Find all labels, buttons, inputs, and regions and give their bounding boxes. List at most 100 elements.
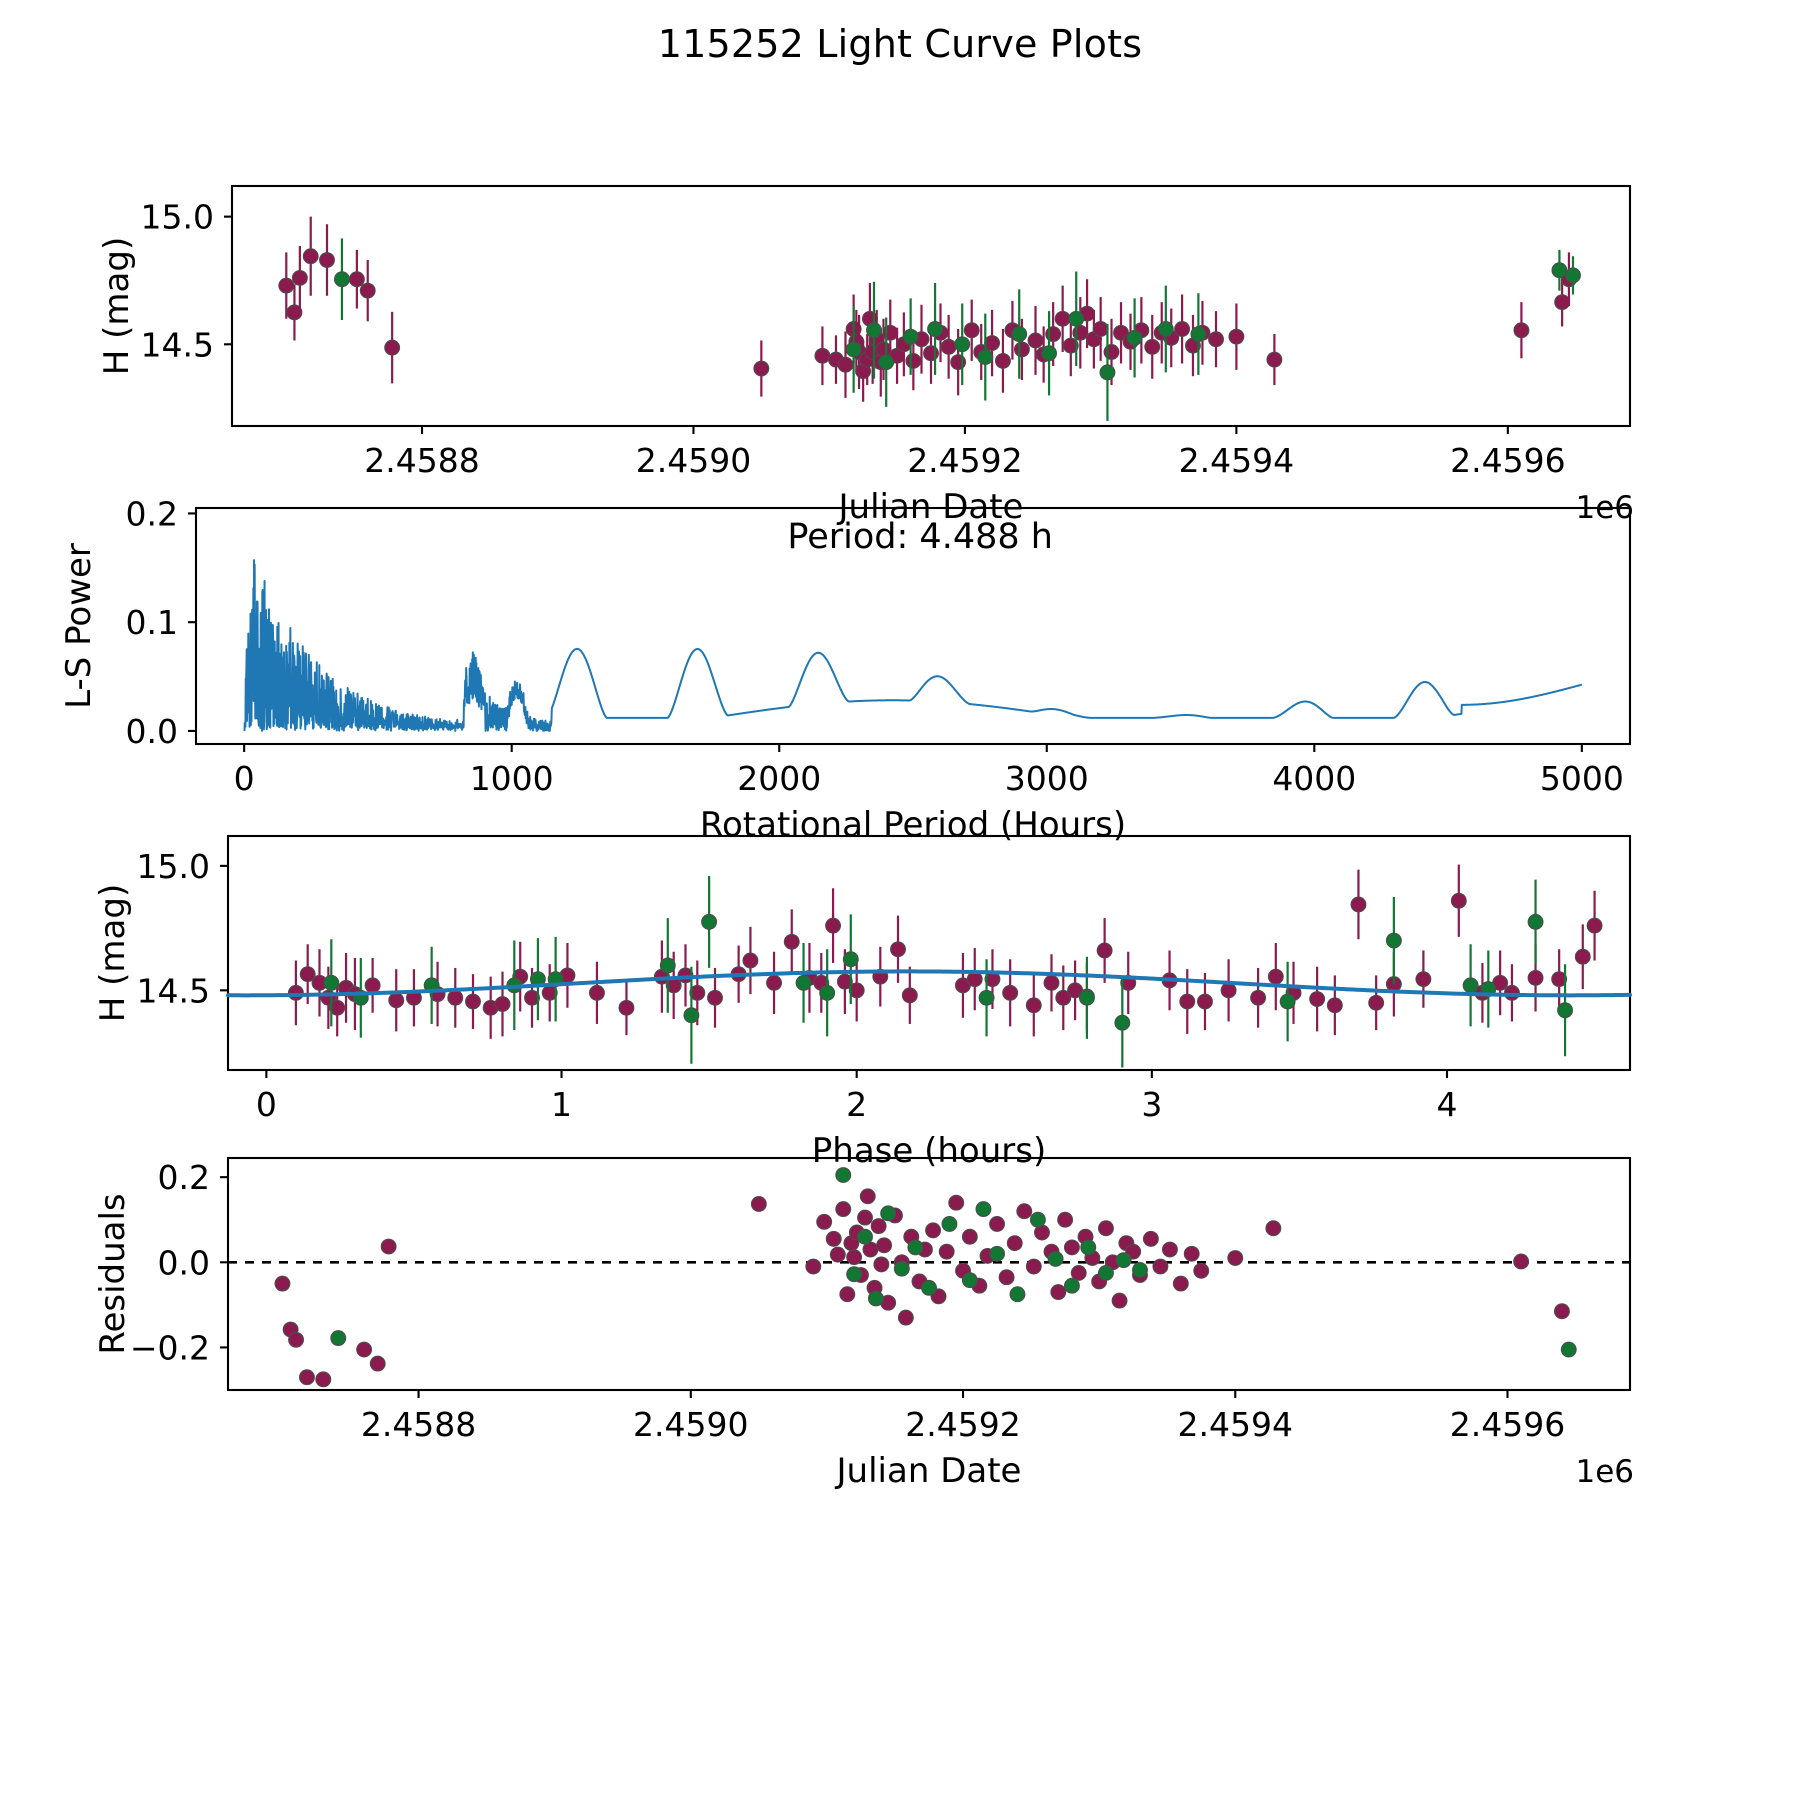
light-curve-vs-julian-date-datapoint xyxy=(927,321,944,337)
residuals-vs-julian-date-datapoint xyxy=(870,1218,887,1235)
phase-folded-light-curve-xticklabel: 3 xyxy=(1141,1085,1162,1124)
residuals-vs-julian-date-datapoint xyxy=(857,1228,873,1245)
residuals-vs-julian-date-datapoint xyxy=(948,1194,965,1211)
residuals-vs-julian-date-datapoint xyxy=(356,1341,373,1358)
light-curve-vs-julian-date-datapoint xyxy=(1072,324,1089,341)
phase-folded-light-curve-datapoint xyxy=(1114,1014,1131,1031)
residuals-vs-julian-date-datapoint xyxy=(857,1209,873,1226)
phase-folded-light-curve-datapoint xyxy=(287,984,304,1001)
residuals-vs-julian-date-datapoint xyxy=(1070,1264,1087,1281)
residuals-vs-julian-date-datapoint xyxy=(1172,1275,1189,1292)
residuals-vs-julian-date-xticklabel: 2.4588 xyxy=(361,1405,476,1444)
residuals-vs-julian-date-frame xyxy=(226,1156,1632,1392)
phase-folded-light-curve-fit-curve xyxy=(226,969,1632,998)
phase-folded-light-curve-datapoint xyxy=(819,984,836,1001)
residuals-vs-julian-date-datapoint xyxy=(1080,1239,1097,1256)
phase-folded-light-curve-datapoint xyxy=(524,989,540,1006)
residuals-vs-julian-date-datapoint xyxy=(1152,1258,1169,1275)
light-curve-vs-julian-date-datapoint xyxy=(905,352,922,369)
residuals-vs-julian-date-datapoint xyxy=(1111,1292,1128,1309)
residuals-vs-julian-date-datapoint xyxy=(839,1286,856,1303)
phase-folded-light-curve-datapoint xyxy=(1279,993,1296,1010)
light-curve-vs-julian-date-xticklabel: 2.4592 xyxy=(907,441,1022,480)
residuals-vs-julian-date-datapoint xyxy=(298,1369,315,1386)
residuals-vs-julian-date-datapoint xyxy=(330,1330,347,1347)
residuals-vs-julian-date-datapoint xyxy=(1513,1253,1530,1270)
residuals-vs-julian-date-datapoint xyxy=(897,1309,914,1326)
residuals-vs-julian-date-datapoint xyxy=(846,1266,863,1283)
residuals-vs-julian-date: 2.4588 2.4590 2.4592 2.4594 2.4596 −0.2 0.0 0.2… xyxy=(93,1156,1634,1491)
phase-folded-light-curve-datapoint xyxy=(618,999,635,1016)
light-curve-vs-julian-date-xticklabel: 2.4588 xyxy=(364,441,479,480)
phase-folded-light-curve-datapoint xyxy=(447,989,464,1006)
light-curve-vs-julian-date-datapoint xyxy=(923,345,939,362)
phase-folded-light-curve-datapoint xyxy=(494,996,511,1012)
residuals-vs-julian-date-datapoint xyxy=(907,1239,924,1256)
phase-folded-light-curve-datapoint xyxy=(1220,982,1237,999)
residuals-vs-julian-date-datapoint xyxy=(1227,1250,1244,1266)
light-curve-vs-julian-date-datapoint xyxy=(1266,351,1283,368)
phase-folded-light-curve-datapoint xyxy=(825,917,842,934)
light-curve-vs-julian-date-frame xyxy=(230,184,1632,428)
light-curve-vs-julian-date-datapoint xyxy=(291,269,308,286)
lomb-scargle-periodogram-yticklabel: 0.0 xyxy=(126,712,178,751)
light-curve-vs-julian-date-datapoint xyxy=(814,347,831,364)
phase-folded-light-curve-datapoint xyxy=(783,933,800,950)
residuals-vs-julian-date-datapoint xyxy=(921,1279,937,1296)
residuals-vs-julian-date-datapoint xyxy=(1029,1211,1046,1228)
light-curve-vs-julian-date-datapoint xyxy=(878,354,895,371)
residuals-vs-julian-date-datapoint xyxy=(369,1355,386,1372)
light-curve-vs-julian-date-datapoint xyxy=(1092,321,1109,337)
lomb-scargle-periodogram-xticklabel: 3000 xyxy=(1005,759,1089,798)
residuals-vs-julian-date-datapoint xyxy=(867,1290,884,1307)
lomb-scargle-periodogram-yticklabel: 0.2 xyxy=(126,494,178,533)
phase-folded-light-curve-datapoint xyxy=(1025,997,1042,1014)
residuals-vs-julian-date-datapoint xyxy=(315,1371,332,1388)
light-curve-vs-julian-date-yticklabel: 14.5 xyxy=(141,325,214,364)
phase-folded-light-curve-xticklabel: 0 xyxy=(256,1085,277,1124)
light-curve-vs-julian-date-datapoint xyxy=(1099,364,1116,381)
residuals-vs-julian-date-datapoint xyxy=(1553,1303,1570,1320)
lomb-scargle-periodogram-xlabel: Rotational Period (Hours) xyxy=(700,805,1126,845)
lomb-scargle-periodogram-period-annotation: Period: 4.488 h xyxy=(787,517,1053,557)
phase-folded-light-curve-datapoint xyxy=(588,984,605,1001)
light-curve-vs-julian-date-datapoint xyxy=(1011,326,1028,343)
phase-folded-light-curve-datapoint xyxy=(689,984,706,1001)
residuals-vs-julian-date-datapoint xyxy=(1115,1252,1132,1269)
residuals-vs-julian-date-datapoint xyxy=(750,1196,767,1212)
phase-folded-light-curve-datapoint xyxy=(1055,989,1072,1006)
light-curve-vs-julian-date-datapoint xyxy=(302,248,319,265)
residuals-vs-julian-date-datapoint xyxy=(1047,1250,1064,1267)
light-curve-vs-julian-date-xticklabel: 2.4590 xyxy=(636,441,751,480)
residuals-vs-julian-date-datapoint xyxy=(835,1167,852,1183)
lomb-scargle-periodogram-yticklabel: 0.1 xyxy=(126,603,178,642)
phase-folded-light-curve-datapoint xyxy=(742,952,759,969)
residuals-vs-julian-date-datapoint xyxy=(274,1275,291,1292)
phase-folded-light-curve-datapoint xyxy=(1385,932,1402,949)
light-curve-vs-julian-date-xticklabel: 2.4596 xyxy=(1450,441,1565,480)
phase-folded-light-curve-datapoint xyxy=(978,989,995,1006)
residuals-vs-julian-date-datapoint xyxy=(880,1205,897,1222)
residuals-vs-julian-date-datapoint xyxy=(941,1216,958,1232)
phase-folded-light-curve-datapoint xyxy=(1551,971,1568,988)
residuals-vs-julian-date-datapoint xyxy=(835,1201,852,1218)
residuals-vs-julian-date-datapoint xyxy=(1057,1211,1074,1228)
residuals-vs-julian-date-datapoint xyxy=(961,1228,978,1245)
phase-folded-light-curve-frame xyxy=(226,834,1632,1072)
residuals-vs-julian-date-datapoint xyxy=(998,1269,1015,1286)
phase-folded-light-curve-datapoint xyxy=(659,957,676,974)
phase-folded-light-curve-datapoint xyxy=(1368,994,1385,1011)
phase-folded-light-curve-datapoint xyxy=(1267,968,1284,985)
phase-folded-light-curve-datapoint xyxy=(1197,993,1213,1010)
phase-folded-light-curve-datapoint xyxy=(1586,917,1603,934)
phase-folded-light-curve-xlabel: Phase (hours) xyxy=(812,1131,1046,1171)
light-curve-vs-julian-date-datapoint xyxy=(1126,329,1143,346)
phase-folded-light-curve-datapoint xyxy=(848,982,865,999)
phase-folded-light-curve-datapoint xyxy=(465,993,481,1010)
residuals-vs-julian-date-datapoint xyxy=(846,1249,863,1266)
phase-folded-light-curve-datapoint xyxy=(1309,991,1326,1008)
light-curve-vs-julian-date-datapoint xyxy=(1228,328,1245,345)
light-curve-vs-julian-date-datapoint xyxy=(845,341,862,358)
